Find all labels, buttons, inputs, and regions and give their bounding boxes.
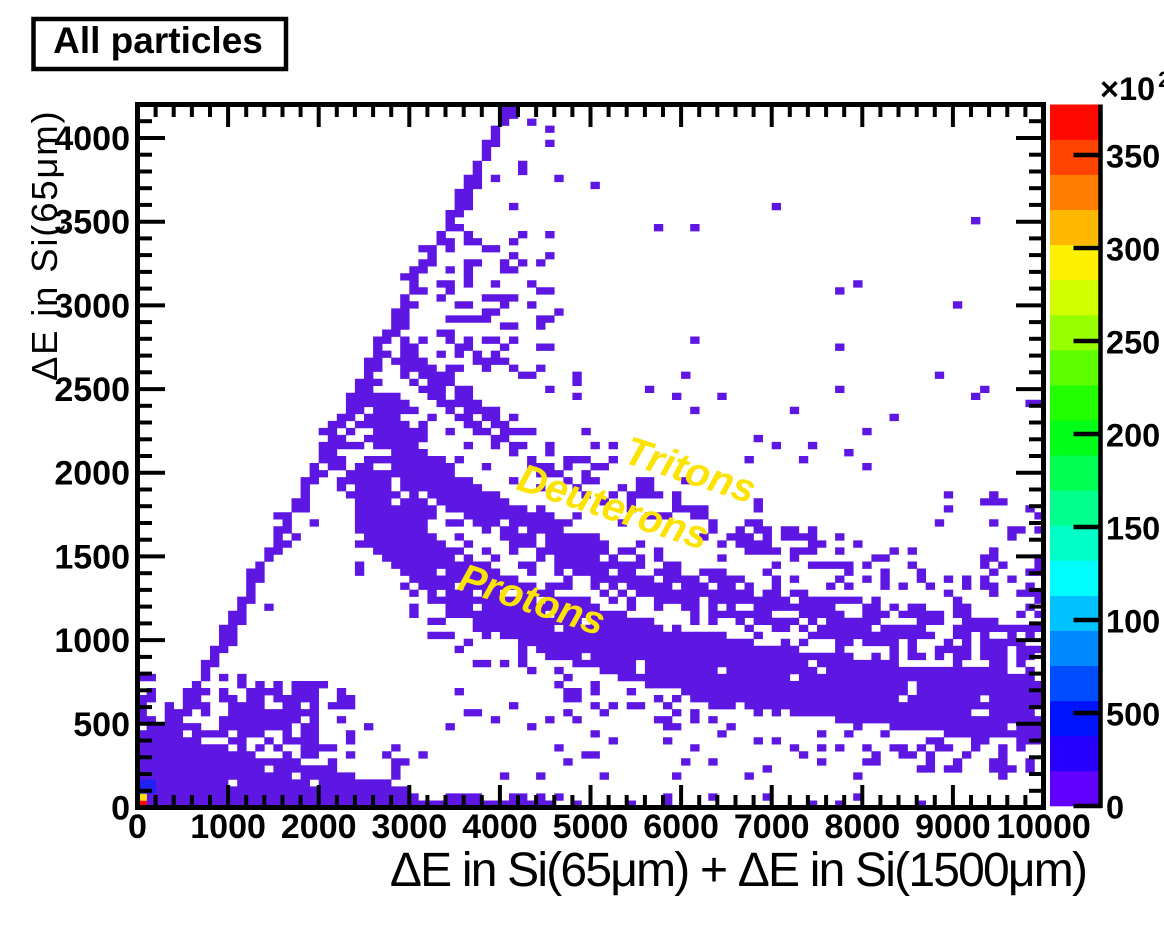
- svg-text:3500: 3500: [54, 204, 130, 242]
- svg-text:1000: 1000: [54, 622, 130, 660]
- svg-text:3000: 3000: [371, 808, 447, 846]
- svg-text:5000: 5000: [553, 808, 629, 846]
- svg-text:1500: 1500: [54, 538, 130, 576]
- svg-text:0: 0: [1106, 790, 1124, 826]
- svg-text:×102: ×102: [1100, 67, 1164, 107]
- svg-text:500: 500: [1106, 697, 1160, 733]
- svg-text:8000: 8000: [824, 808, 900, 846]
- svg-text:1000: 1000: [190, 808, 266, 846]
- svg-text:300: 300: [1106, 232, 1160, 268]
- svg-text:ΔE in Si(65μm) + ΔE in Si(1500: ΔE in Si(65μm) + ΔE in Si(1500μm): [390, 844, 1086, 897]
- svg-text:0: 0: [111, 790, 130, 828]
- svg-text:4000: 4000: [462, 808, 538, 846]
- svg-text:350: 350: [1106, 139, 1160, 175]
- svg-text:2500: 2500: [54, 371, 130, 409]
- svg-text:200: 200: [1106, 418, 1160, 454]
- svg-text:ΔE in Si(65μm): ΔE in Si(65μm): [24, 110, 65, 381]
- svg-text:0: 0: [128, 808, 147, 846]
- svg-text:250: 250: [1106, 325, 1160, 361]
- svg-text:500: 500: [73, 706, 130, 744]
- svg-text:All particles: All particles: [53, 20, 263, 61]
- svg-text:7000: 7000: [734, 808, 810, 846]
- svg-text:2000: 2000: [281, 808, 357, 846]
- svg-text:9000: 9000: [915, 808, 991, 846]
- svg-text:3000: 3000: [54, 287, 130, 325]
- svg-text:4000: 4000: [54, 120, 130, 158]
- svg-text:2000: 2000: [54, 455, 130, 493]
- svg-text:10000: 10000: [996, 808, 1091, 846]
- svg-text:100: 100: [1106, 604, 1160, 640]
- svg-text:150: 150: [1106, 511, 1160, 547]
- svg-text:6000: 6000: [643, 808, 719, 846]
